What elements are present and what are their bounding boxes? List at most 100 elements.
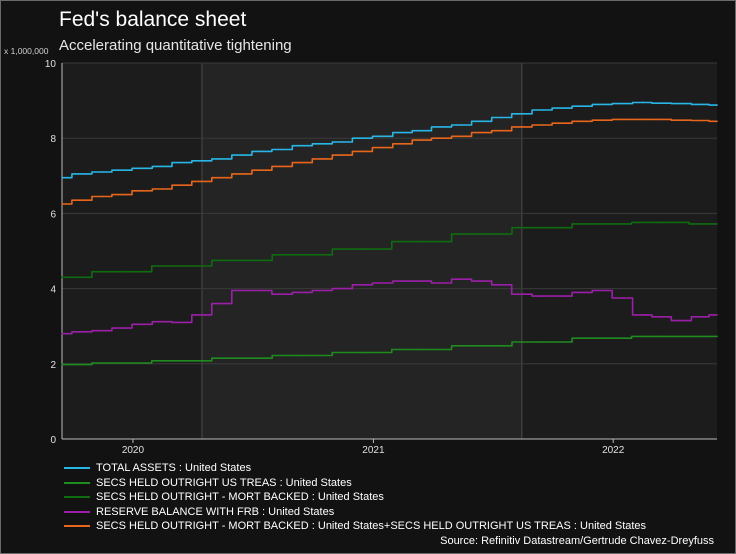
data-point xyxy=(61,176,63,179)
data-point xyxy=(660,102,662,105)
data-point xyxy=(180,161,183,164)
data-point xyxy=(716,223,718,225)
series-line xyxy=(62,278,717,335)
data-point xyxy=(561,107,563,109)
data-point xyxy=(301,144,304,147)
data-point xyxy=(321,289,323,292)
data-point xyxy=(420,240,423,243)
data-point xyxy=(660,221,662,224)
data-point xyxy=(641,101,644,104)
data-point xyxy=(361,284,364,286)
data-point xyxy=(601,103,603,106)
data-point xyxy=(101,329,103,332)
data-point xyxy=(700,316,703,318)
data-point xyxy=(660,335,662,338)
legend: TOTAL ASSETS : United States SECS HELD OU… xyxy=(64,461,646,534)
data-point xyxy=(220,176,223,179)
data-point xyxy=(361,248,364,250)
data-point xyxy=(420,129,423,132)
data-point xyxy=(161,320,164,323)
data-point xyxy=(281,148,283,151)
data-point xyxy=(541,295,544,297)
legend-label: SECS HELD OUTRIGHT - MORT BACKED : Unite… xyxy=(96,491,384,503)
data-point xyxy=(601,119,603,121)
data-point xyxy=(500,129,503,132)
data-point xyxy=(361,351,364,354)
data-point xyxy=(601,289,603,292)
series-4 xyxy=(61,278,718,335)
axes: 0 2 4 6 8 10 2020 2021 2022 xyxy=(45,59,717,456)
legend-label: TOTAL ASSETS : United States xyxy=(96,462,252,474)
data-point xyxy=(321,143,323,145)
data-point xyxy=(621,297,624,299)
data-point xyxy=(141,190,143,192)
data-point xyxy=(621,102,624,105)
data-point xyxy=(460,124,463,126)
data-point xyxy=(180,359,183,362)
legend-label: SECS HELD OUTRIGHT US TREAS : United Sta… xyxy=(96,476,352,489)
data-point xyxy=(521,293,523,296)
data-point xyxy=(541,226,544,229)
data-point xyxy=(621,118,624,121)
data-point xyxy=(402,131,404,134)
legend-item: SECS HELD OUTRIGHT - MORT BACKED : Unite… xyxy=(64,519,646,534)
chart-title: Fed's balance sheet xyxy=(59,8,247,31)
x-tick-label: 2021 xyxy=(362,445,385,456)
source-note: Source: Refinitiv Datastream/Gertrude Ch… xyxy=(440,535,714,547)
data-point xyxy=(161,165,164,168)
data-point xyxy=(120,327,123,329)
legend-item: SECS HELD OUTRIGHT - MORT BACKED : Unite… xyxy=(64,490,646,505)
data-point xyxy=(420,280,423,282)
data-point xyxy=(440,282,443,284)
data-point xyxy=(361,137,364,139)
data-point xyxy=(301,291,304,294)
chart-subtitle: Accelerating quantitative tightening xyxy=(59,37,292,54)
data-point xyxy=(460,135,463,138)
data-point xyxy=(180,265,183,267)
data-point xyxy=(541,341,544,343)
data-point xyxy=(341,287,344,290)
data-point xyxy=(301,253,304,256)
data-point xyxy=(321,158,323,160)
data-point xyxy=(521,112,523,115)
data-point xyxy=(301,354,304,357)
data-point xyxy=(301,161,304,164)
data-point xyxy=(581,120,584,123)
data-point xyxy=(61,332,63,335)
legend-swatch xyxy=(64,467,90,470)
series-line xyxy=(62,335,717,366)
data-point xyxy=(220,158,223,160)
data-point xyxy=(101,195,103,198)
data-point xyxy=(440,126,443,128)
legend-item: TOTAL ASSETS : United States xyxy=(64,461,646,476)
series-5 xyxy=(61,118,718,205)
data-point xyxy=(641,118,644,121)
data-point xyxy=(481,120,483,123)
series-2 xyxy=(61,335,718,366)
data-point xyxy=(361,150,364,153)
data-point xyxy=(141,323,143,326)
data-point xyxy=(201,314,203,316)
data-point xyxy=(716,104,718,106)
legend-label: SECS HELD OUTRIGHT - MORT BACKED : Unite… xyxy=(96,520,647,532)
data-point xyxy=(660,316,662,318)
data-point xyxy=(641,314,644,316)
series-lines xyxy=(61,101,718,366)
data-point xyxy=(420,139,423,141)
data-point xyxy=(260,289,263,292)
legend-item: SECS HELD OUTRIGHT US TREAS : United Sta… xyxy=(64,476,646,491)
data-point xyxy=(680,102,683,105)
legend-label: RESERVE BALANCE WITH FRB : United States xyxy=(96,505,335,518)
data-point xyxy=(341,154,344,156)
y-tick-label: 4 xyxy=(50,285,56,296)
series-line xyxy=(62,118,717,205)
grid-lines xyxy=(62,62,717,365)
data-point xyxy=(61,203,63,205)
data-point xyxy=(521,126,523,128)
data-point xyxy=(180,321,183,324)
data-point xyxy=(700,103,703,106)
shaded-period-band xyxy=(201,63,522,439)
data-point xyxy=(241,173,243,175)
data-point xyxy=(120,193,123,196)
data-point xyxy=(120,169,123,171)
